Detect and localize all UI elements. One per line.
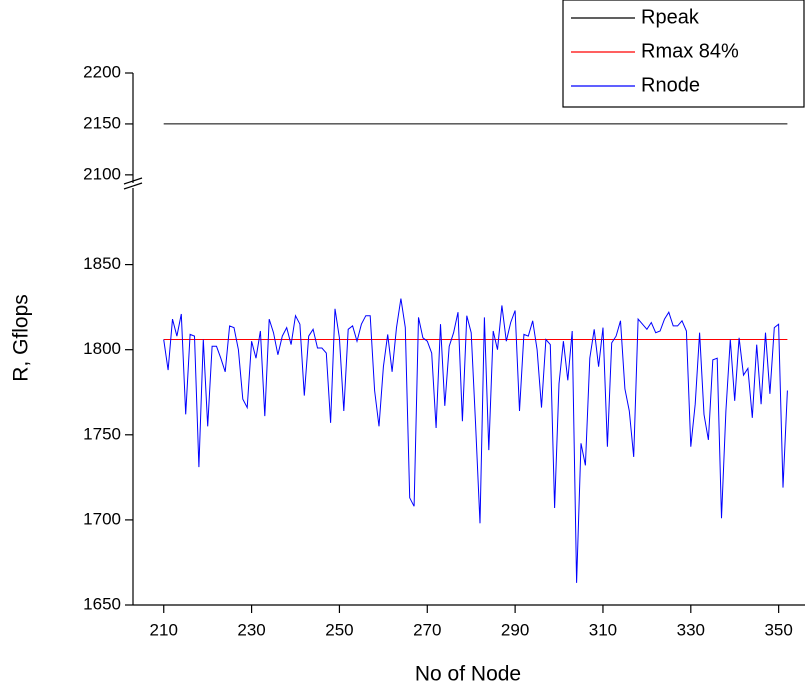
y-tick-label: 2150 [83, 113, 121, 132]
series-line [163, 298, 788, 583]
legend-label: Rpeak [641, 6, 700, 28]
y-tick-label: 1800 [83, 339, 121, 358]
y-tick-label: 2200 [83, 62, 121, 81]
legend-label: Rmax 84% [641, 40, 739, 62]
y-axis-title: R, Gflops [10, 294, 33, 382]
axis-break [123, 177, 143, 185]
x-tick-label: 210 [150, 620, 178, 639]
x-tick-label: 350 [764, 620, 792, 639]
x-tick-label: 270 [413, 620, 441, 639]
y-tick-label: 1750 [83, 424, 121, 443]
y-tick-label: 2100 [83, 164, 121, 183]
y-tick-label: 1650 [83, 594, 121, 613]
x-tick-label: 250 [325, 620, 353, 639]
x-axis-title: No of Node [415, 663, 521, 686]
x-tick-label: 310 [589, 620, 617, 639]
y-tick-label: 1700 [83, 509, 121, 528]
x-tick-label: 230 [237, 620, 265, 639]
y-tick-label: 1850 [83, 254, 121, 273]
legend-label: Rnode [641, 74, 700, 96]
axis-break [123, 182, 143, 190]
x-tick-label: 290 [501, 620, 529, 639]
x-tick-label: 330 [677, 620, 705, 639]
